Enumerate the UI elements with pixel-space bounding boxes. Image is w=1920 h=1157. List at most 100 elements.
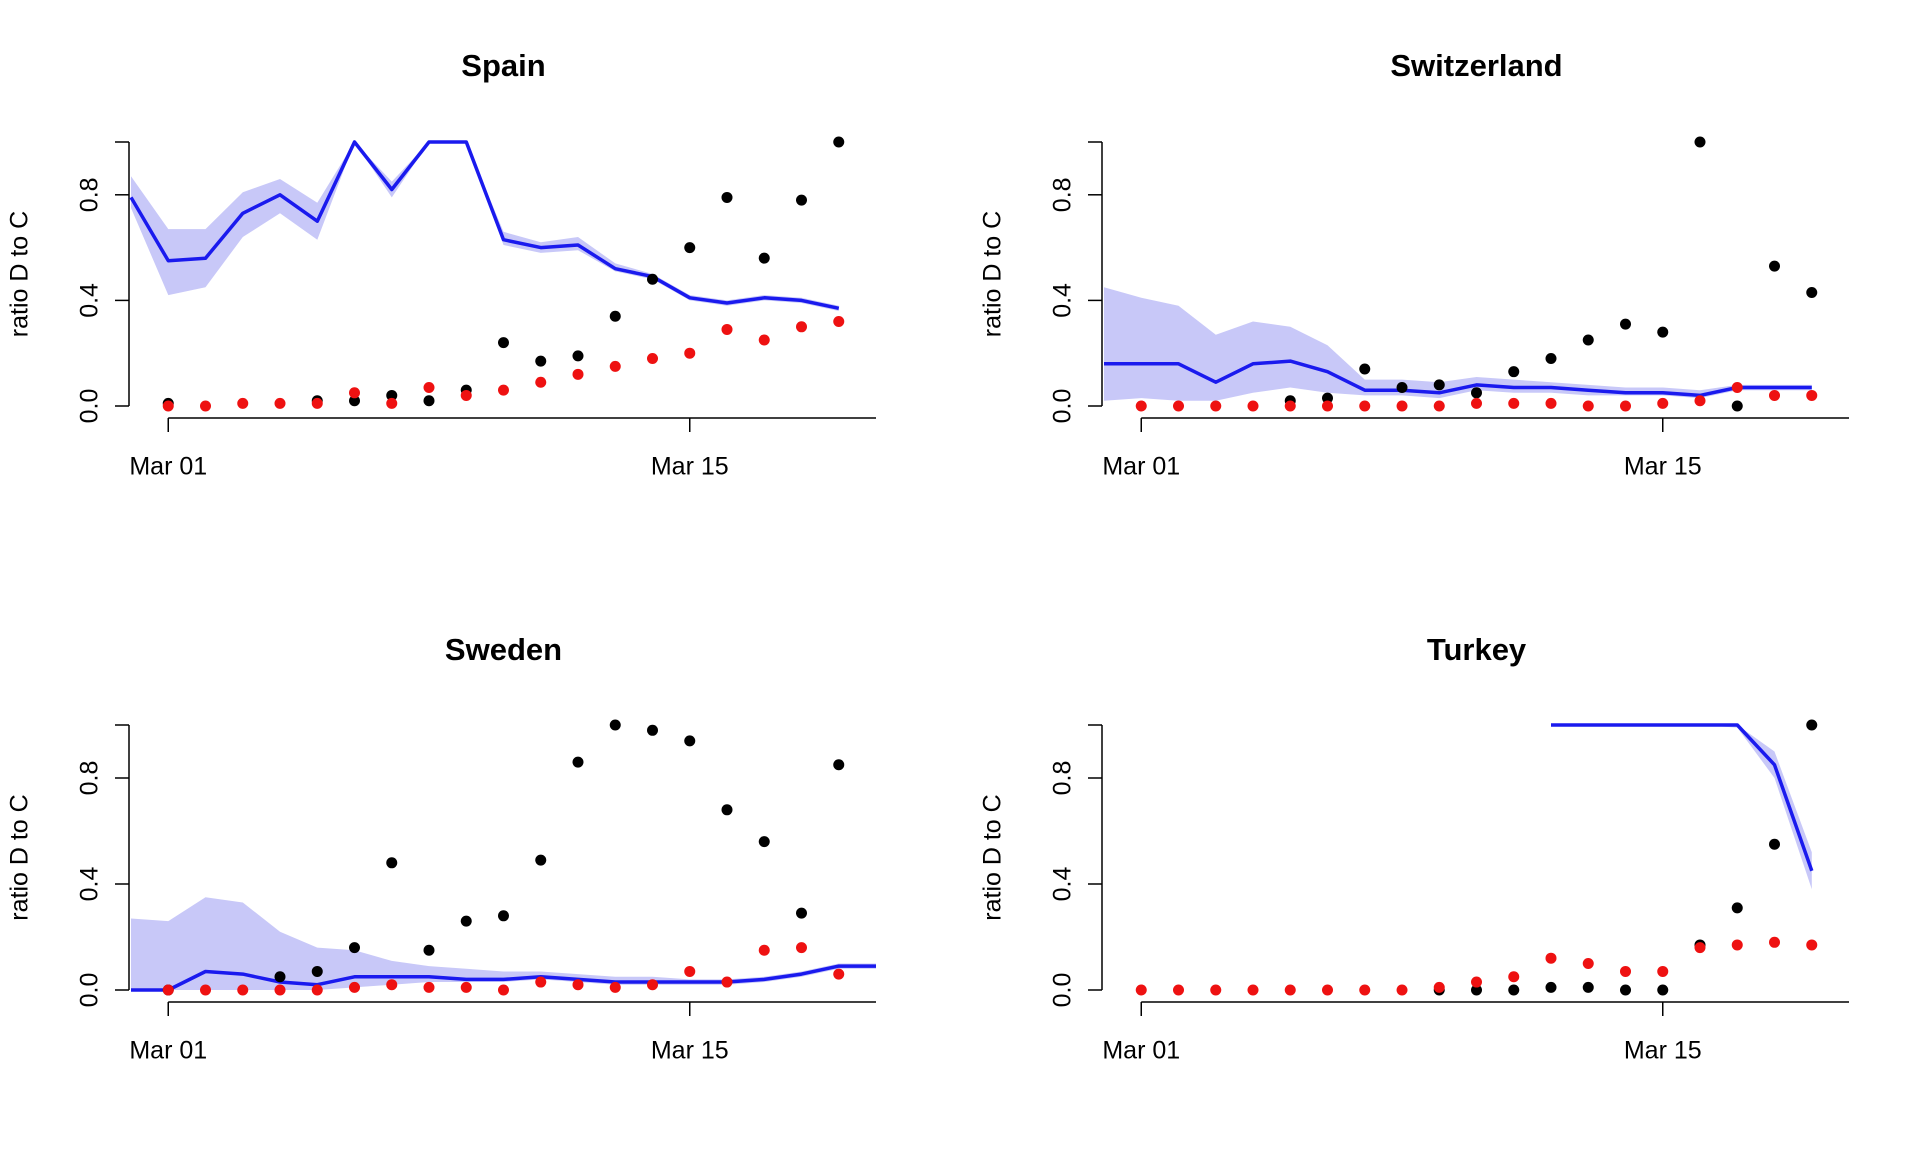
predicted-point bbox=[386, 397, 398, 409]
predicted-point bbox=[1433, 400, 1445, 412]
observed-point bbox=[758, 252, 770, 264]
predicted-point bbox=[1322, 400, 1333, 412]
x-tick-label: Mar 01 bbox=[129, 1037, 207, 1065]
fitted-line bbox=[1551, 723, 1814, 872]
y-tick-label: 0.8 bbox=[76, 177, 104, 212]
observed-point bbox=[796, 194, 807, 206]
predicted-point bbox=[237, 984, 249, 996]
fitted-line bbox=[129, 140, 840, 311]
predicted-point bbox=[1247, 984, 1259, 996]
observed-point bbox=[572, 350, 584, 362]
panel-title: Turkey bbox=[1427, 632, 1527, 667]
predicted-point bbox=[1582, 400, 1594, 412]
observed-point bbox=[274, 971, 286, 983]
observed-point bbox=[1471, 387, 1482, 399]
observed-point bbox=[1545, 352, 1557, 364]
predicted-point bbox=[1135, 984, 1147, 996]
predicted-point bbox=[535, 976, 547, 988]
observed-point bbox=[833, 759, 845, 771]
predicted-point bbox=[200, 984, 211, 996]
predicted-point bbox=[1806, 939, 1818, 951]
predicted-point bbox=[1694, 942, 1706, 954]
y-axis-title: ratio D to C bbox=[979, 211, 1007, 337]
predicted-point bbox=[311, 984, 323, 996]
predicted-point bbox=[796, 321, 807, 333]
x-tick-label: Mar 01 bbox=[1102, 453, 1180, 481]
observed-point bbox=[460, 915, 472, 927]
confidence-band bbox=[131, 142, 839, 311]
predicted-point bbox=[349, 981, 360, 993]
observed-point bbox=[1582, 334, 1594, 346]
panel-title: Switzerland bbox=[1390, 48, 1562, 83]
predicted-point bbox=[572, 979, 584, 991]
panel-sweden: Sweden 0.0 0.4 0.8 ratio D to C Mar 01 Mar 15 bbox=[6, 632, 876, 1065]
observed-point bbox=[1471, 984, 1482, 996]
panel-title: Spain bbox=[461, 48, 545, 83]
predicted-point bbox=[423, 382, 435, 394]
observed-point bbox=[498, 910, 509, 922]
observed-point bbox=[1769, 838, 1780, 850]
predicted-point bbox=[423, 981, 435, 993]
observed-point bbox=[1322, 392, 1333, 404]
y-tick-label: 0.0 bbox=[76, 973, 104, 1008]
observed-point bbox=[1731, 400, 1743, 412]
predicted-point bbox=[684, 965, 696, 977]
predicted-point bbox=[1322, 984, 1333, 996]
predicted-point bbox=[1359, 984, 1371, 996]
y-tick-label: 0.8 bbox=[76, 761, 104, 796]
observed-point bbox=[647, 273, 658, 285]
observed-point bbox=[1694, 136, 1706, 148]
predicted-point bbox=[535, 376, 547, 388]
y-tick-label: 0.4 bbox=[76, 283, 104, 318]
observed-point bbox=[572, 756, 584, 768]
y-axis-title: ratio D to C bbox=[979, 794, 1007, 920]
observed-point bbox=[1806, 286, 1818, 298]
observed-point bbox=[684, 242, 696, 254]
observed-point bbox=[423, 944, 435, 956]
predicted-point bbox=[200, 400, 211, 412]
y-tick-label: 0.8 bbox=[1049, 761, 1077, 796]
predicted-point bbox=[572, 368, 584, 380]
predicted-point bbox=[1396, 984, 1408, 996]
observed-point bbox=[386, 389, 398, 401]
y-tick-label: 0.0 bbox=[1049, 973, 1077, 1008]
predicted-point bbox=[647, 979, 658, 991]
observed-point bbox=[1433, 379, 1445, 391]
predicted-point bbox=[1135, 400, 1147, 412]
predicted-point bbox=[1694, 395, 1706, 407]
y-axis-title: ratio D to C bbox=[6, 211, 34, 337]
y-tick-label: 0.4 bbox=[76, 867, 104, 902]
y-tick-label: 0.8 bbox=[1049, 177, 1077, 212]
predicted-point bbox=[1731, 939, 1743, 951]
predicted-point bbox=[609, 981, 621, 993]
observed-point bbox=[1620, 984, 1631, 996]
observed-point bbox=[1620, 318, 1631, 330]
observed-point bbox=[609, 310, 621, 322]
predicted-point bbox=[349, 387, 360, 399]
x-tick-label: Mar 15 bbox=[1624, 453, 1702, 481]
observed-point bbox=[684, 735, 696, 747]
predicted-point bbox=[1284, 400, 1296, 412]
predicted-point bbox=[647, 352, 658, 364]
observed-point bbox=[1769, 260, 1780, 272]
predicted-point bbox=[1508, 971, 1520, 983]
predicted-point bbox=[833, 968, 845, 980]
fitted-line bbox=[1104, 359, 1812, 398]
observed-point bbox=[1731, 902, 1743, 914]
panel-switzerland: Switzerland 0.0 0.4 0.8 ratio D to C Mar 01 Ma… bbox=[979, 48, 1849, 481]
fitted-line bbox=[131, 964, 876, 992]
predicted-point bbox=[237, 397, 249, 409]
observed-point bbox=[1359, 363, 1371, 375]
predicted-point bbox=[1173, 984, 1184, 996]
observed-point bbox=[423, 395, 435, 407]
observed-point bbox=[1806, 719, 1818, 731]
observed-point bbox=[721, 191, 733, 203]
y-tick-label: 0.4 bbox=[1049, 867, 1077, 902]
predicted-point bbox=[460, 981, 472, 993]
predicted-point bbox=[1210, 984, 1222, 996]
predicted-point bbox=[721, 323, 733, 335]
observed-point bbox=[1657, 984, 1669, 996]
predicted-point bbox=[1471, 397, 1482, 409]
